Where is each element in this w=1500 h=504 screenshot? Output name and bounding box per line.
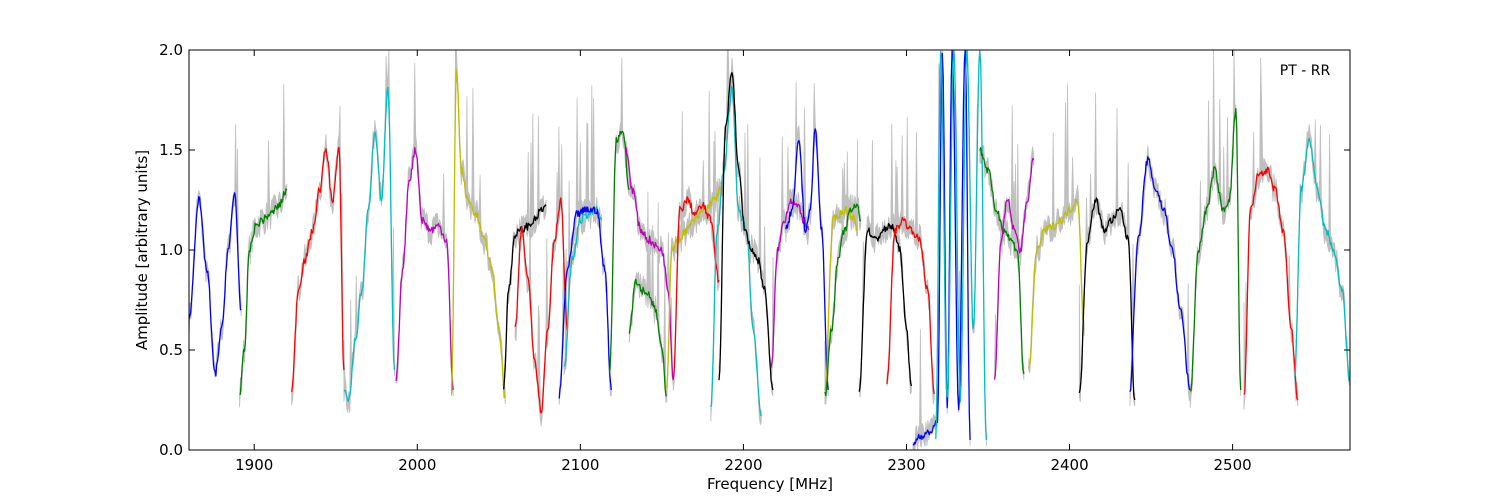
envelope-band-25 <box>979 144 1025 381</box>
envelope-band-14 <box>672 140 720 391</box>
series-line-27 <box>1028 198 1085 369</box>
background-envelope <box>189 50 1350 450</box>
series-line-10 <box>609 130 630 374</box>
envelope-band-0 <box>189 124 242 378</box>
envelope-band-12 <box>628 191 668 403</box>
envelope-band-23 <box>912 50 971 450</box>
y-axis: 0.0 0.5 1.0 1.5 2.0 <box>159 41 1350 459</box>
series-line-26 <box>993 157 1035 380</box>
series-line-18 <box>785 128 829 391</box>
series-line-3 <box>343 86 396 403</box>
envelope-band-2 <box>291 105 345 406</box>
envelope-band-31 <box>1243 57 1299 410</box>
x-tick-label: 2100 <box>561 456 599 474</box>
series-line-9 <box>558 206 612 399</box>
series-line-32 <box>1293 137 1350 382</box>
envelope-band-30 <box>1189 50 1242 408</box>
envelope-band-5 <box>451 50 506 405</box>
series-line-15 <box>710 85 762 417</box>
series-line-7 <box>514 197 568 414</box>
envelope-band-10 <box>609 57 630 372</box>
series-line-2 <box>291 146 345 393</box>
y-tick-label: 0.5 <box>159 341 183 359</box>
series-line-0 <box>189 192 242 377</box>
envelope-band-1 <box>239 83 288 408</box>
series-line-30 <box>1190 108 1242 392</box>
envelope-band-7 <box>514 126 568 426</box>
y-tick-label: 1.5 <box>159 141 183 159</box>
series-line-25 <box>979 147 1025 375</box>
series-line-12 <box>628 278 667 397</box>
series-line-4 <box>395 146 454 391</box>
series-line-19 <box>824 205 858 391</box>
y-tick-label: 0.0 <box>159 441 183 459</box>
series-line-17 <box>770 198 810 368</box>
envelope-band-27 <box>1028 83 1085 374</box>
x-tick-label: 2300 <box>887 456 925 474</box>
series-line-14 <box>672 196 720 380</box>
envelope-band-9 <box>558 85 612 405</box>
y-axis-label: Amplitude [arbitrary units] <box>133 150 151 350</box>
envelope-band-21 <box>858 123 912 398</box>
series-line-13 <box>666 186 722 389</box>
plot-frame <box>188 49 1351 451</box>
x-tick-label: 2000 <box>398 456 436 474</box>
envelope-band-4 <box>395 62 454 397</box>
series-line-11 <box>625 147 674 381</box>
y-tick-label: 2.0 <box>159 41 183 59</box>
x-tick-label: 2400 <box>1050 456 1088 474</box>
series-line-24 <box>935 50 988 441</box>
envelope-band-28 <box>1078 92 1136 407</box>
series-line-1 <box>239 188 288 396</box>
envelope-band-22 <box>886 117 935 405</box>
series-line-28 <box>1078 197 1136 401</box>
series-line-29 <box>1129 156 1191 393</box>
x-axis-label: Frequency [MHz] <box>707 475 833 493</box>
x-tick-label: 2200 <box>724 456 762 474</box>
envelope-band-16 <box>718 50 774 397</box>
series-line-20 <box>824 203 862 397</box>
x-tick-label: 1900 <box>235 456 273 474</box>
series-group <box>189 50 1350 446</box>
envelope-band-29 <box>1129 145 1191 406</box>
envelope-band-8 <box>563 98 602 375</box>
series-line-16 <box>718 72 774 391</box>
series-line-5 <box>450 68 506 399</box>
series-line-21 <box>858 222 913 392</box>
plot-annotation: PT - RR <box>1280 63 1331 79</box>
y-tick-label: 1.0 <box>159 241 183 259</box>
series-line-22 <box>886 216 935 395</box>
envelope-band-32 <box>1294 119 1350 387</box>
x-axis: 1900 2000 2100 2200 2300 2400 2500 <box>235 50 1252 474</box>
x-tick-label: 2500 <box>1214 456 1252 474</box>
series-line-31 <box>1243 166 1299 401</box>
series-line-6 <box>503 204 547 390</box>
